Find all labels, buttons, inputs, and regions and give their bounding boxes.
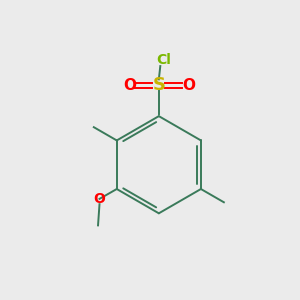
Text: Cl: Cl	[156, 53, 171, 67]
Text: O: O	[182, 78, 195, 93]
Text: S: S	[152, 76, 165, 94]
Text: O: O	[123, 78, 136, 93]
Text: O: O	[94, 192, 105, 206]
